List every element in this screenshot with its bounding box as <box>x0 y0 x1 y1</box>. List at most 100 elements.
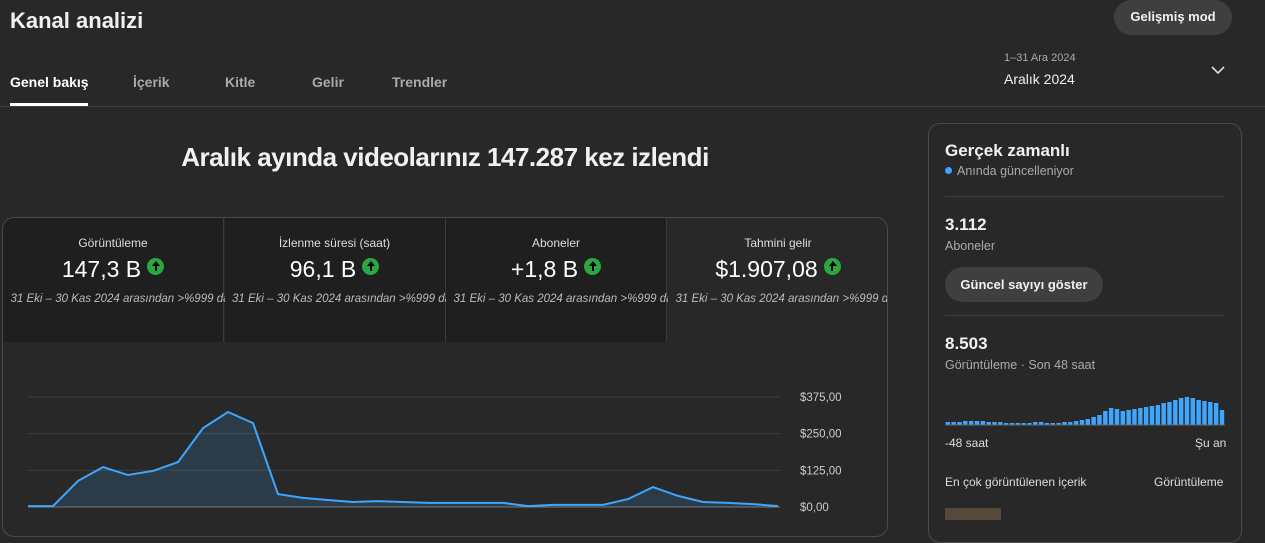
metric-value-text: 147,3 B <box>61 256 142 282</box>
bar <box>1143 407 1149 425</box>
dropdown-icon[interactable] <box>1210 64 1226 76</box>
bar <box>1068 422 1073 425</box>
bar <box>986 422 991 425</box>
bar <box>1161 403 1166 425</box>
metric-value: 96,1 B <box>225 256 445 283</box>
metric-card[interactable]: Aboneler +1,8 B 31 Eki – 30 Kas 2024 arası… <box>446 218 713 342</box>
subscriber-count: 3.112 <box>945 215 987 234</box>
bar <box>957 422 962 425</box>
realtime-status: Anında güncelleniyor <box>957 164 1074 178</box>
metric-note: 31 Eki – 30 Kas 2024 arasından >%999 dah… <box>10 293 270 305</box>
bar <box>1015 423 1021 425</box>
metric-card[interactable]: Görüntüleme 147,3 B 31 Eki – 30 Kas 2024 a… <box>3 218 270 342</box>
top-content-metric: Görüntüleme <box>1154 475 1224 489</box>
divider <box>0 106 1265 107</box>
divider <box>945 196 1225 197</box>
bar <box>1073 421 1079 425</box>
bar <box>1033 422 1038 425</box>
bar <box>963 421 968 425</box>
bar <box>1167 402 1172 425</box>
view-label: Görüntüleme · Son 48 saat <box>945 358 1096 372</box>
y-tick-label: $250,00 <box>800 429 842 441</box>
bar <box>1213 403 1219 425</box>
metric-value-text: +1,8 B <box>510 256 579 282</box>
tab[interactable]: Genel bakış <box>10 74 89 90</box>
metric-label: Tahmini gelir <box>744 236 812 250</box>
date-label[interactable]: Aralık 2024 <box>1004 71 1075 87</box>
page-title: Kanal analizi <box>10 8 144 33</box>
metric-note: 31 Eki – 30 Kas 2024 arasından >%999 dah… <box>453 293 713 305</box>
y-tick-label: $0,00 <box>800 502 829 514</box>
bar <box>951 422 956 425</box>
headline: Aralık ayında videolarınız 147.287 kez i… <box>181 142 709 172</box>
tab[interactable]: İçerik <box>133 74 170 90</box>
bar <box>1003 423 1009 425</box>
up-icon <box>362 258 380 275</box>
bar <box>998 422 1003 425</box>
bar <box>1079 420 1085 425</box>
subscriber-label: Aboneler <box>945 239 996 253</box>
metric-card[interactable]: Tahmini gelir $1.907,08 31 Eki – 30 Kas 20… <box>667 218 888 342</box>
bar <box>1178 398 1184 425</box>
metric-label: Aboneler <box>531 236 581 250</box>
bar <box>1120 411 1126 425</box>
bar <box>968 421 974 425</box>
bar <box>945 422 951 425</box>
bar <box>980 421 986 425</box>
bar <box>1097 415 1102 425</box>
bar <box>1196 400 1201 425</box>
metric-card[interactable]: İzlenme süresi (saat) 96,1 B 31 Eki – 30 K… <box>224 218 492 342</box>
bar <box>1056 423 1061 425</box>
up-icon <box>584 258 602 275</box>
bar <box>1050 423 1056 425</box>
tab-indicator <box>10 103 88 106</box>
bar <box>1027 423 1032 425</box>
realtime-title: Gerçek zamanlı <box>945 141 1070 160</box>
bar <box>1173 400 1178 425</box>
advanced-button[interactable]: Gelişmiş mod <box>1114 0 1232 35</box>
bar <box>1062 422 1067 425</box>
bar <box>1038 422 1044 425</box>
axis-start: -48 saat <box>945 436 989 450</box>
date-range: 1–31 Ara 2024 <box>1004 52 1076 64</box>
up-icon <box>823 258 841 275</box>
bar <box>1219 410 1225 425</box>
bar <box>1103 411 1108 425</box>
bar <box>1132 409 1137 425</box>
y-tick-label: $375,00 <box>800 392 842 404</box>
show-count-button[interactable]: Güncel sayıyı göster <box>945 267 1103 302</box>
axis-end: Şu an <box>1195 436 1227 450</box>
live-dot <box>945 167 952 174</box>
bar <box>1021 423 1026 425</box>
metric-value: 147,3 B <box>3 256 223 283</box>
metric-note: 31 Eki – 30 Kas 2024 arasından >%999 dah… <box>675 293 888 305</box>
metric-value: +1,8 B <box>446 256 666 283</box>
revenue-chart: $0,00 $125,00 $250,00 $375,00 <box>28 392 842 514</box>
up-icon <box>147 258 165 275</box>
bar <box>1091 417 1096 425</box>
top-content-label: En çok görüntülenen içerik <box>945 475 1087 489</box>
bar <box>1126 410 1131 425</box>
bar <box>1009 423 1015 425</box>
view-count: 8.503 <box>945 334 988 353</box>
bar <box>1155 405 1161 425</box>
metric-value: $1.907,08 <box>668 256 888 283</box>
bar <box>1202 401 1207 425</box>
tab[interactable]: Kitle <box>225 74 256 90</box>
bar <box>1184 397 1190 425</box>
line-series <box>28 410 779 508</box>
metric-label: İzlenme süresi (saat) <box>278 236 391 250</box>
bar <box>1085 419 1091 425</box>
bar <box>1114 409 1120 425</box>
metric-label: Görüntüleme <box>78 236 148 250</box>
bar <box>1044 423 1050 425</box>
y-tick-label: $125,00 <box>800 465 842 477</box>
realtime-chart <box>945 397 1225 426</box>
metric-note: 31 Eki – 30 Kas 2024 arasından >%999 dah… <box>232 293 492 305</box>
metric-value-text: 96,1 B <box>289 256 357 282</box>
tab[interactable]: Gelir <box>312 74 344 90</box>
bar <box>974 421 980 425</box>
tab[interactable]: Trendler <box>392 74 448 90</box>
thumbnail[interactable] <box>945 508 1001 520</box>
